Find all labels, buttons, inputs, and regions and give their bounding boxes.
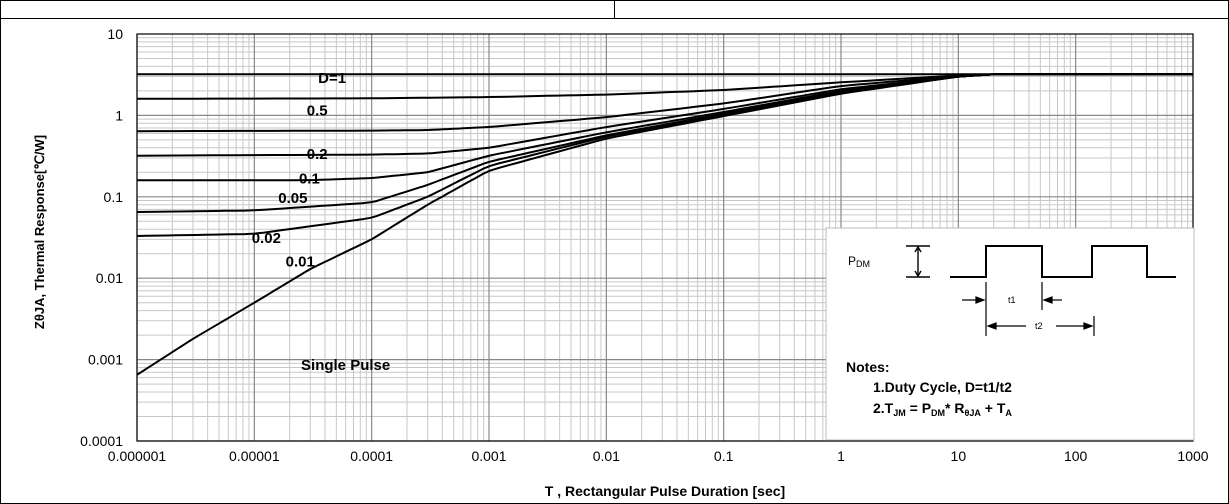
pdm-height-marker	[906, 245, 930, 278]
x-tick-label: 1	[837, 448, 845, 464]
series-label: 0.02	[252, 230, 281, 247]
note2-f: θJA	[965, 408, 982, 418]
y-tick-label: 0.0001	[80, 433, 123, 449]
note2-d: DM	[931, 408, 945, 418]
y-tick-label: 10	[107, 26, 123, 42]
series-label: 0.05	[278, 190, 307, 207]
series-labels: D=1 0.5 0.2 0.1 0.05 0.02 0.01 Single Pulse	[252, 70, 391, 374]
x-tick-label: 0.001	[471, 448, 506, 464]
x-tick-label: 0.01	[593, 448, 620, 464]
x-axis-tick-labels: 0.000001 0.00001 0.0001 0.001 0.01 0.1 1 10 100 1…	[108, 448, 1209, 464]
y-tick-label: 1	[115, 107, 123, 123]
y-tick-label: 0.001	[88, 352, 123, 368]
x-tick-label: 10	[951, 448, 967, 464]
t1-label: t1	[1008, 295, 1016, 305]
x-tick-label: 0.000001	[108, 448, 167, 464]
x-tick-label: 100	[1064, 448, 1088, 464]
series-lines	[136, 73, 1193, 376]
note2-g: + T	[981, 400, 1006, 416]
header-divider	[0, 18, 1229, 19]
x-tick-label: 0.1	[714, 448, 734, 464]
note2-b: JM	[893, 408, 906, 418]
t2-marker	[986, 316, 1095, 336]
header-cell-divider	[614, 0, 615, 18]
pulse-waveform	[950, 245, 1176, 278]
note2-h: A	[1005, 408, 1012, 418]
pdm-label: PDM	[848, 254, 870, 269]
pdm-sub: DM	[856, 259, 870, 269]
note2-e: * R	[945, 400, 964, 416]
x-tick-label: 0.0001	[350, 448, 393, 464]
x-axis-label: T , Rectangular Pulse Duration [sec]	[545, 483, 785, 499]
series-line-0-5	[136, 73, 1193, 100]
note-duty-cycle: 1.Duty Cycle, D=t1/t2	[873, 379, 1012, 395]
x-tick-label: 0.00001	[229, 448, 280, 464]
inset-background	[825, 227, 1195, 441]
note2-a: 2.T	[873, 400, 894, 416]
series-label: Single Pulse	[301, 357, 390, 374]
note-junction-temperature: 2.TJM = PDM* RθJA + TA	[873, 400, 1012, 418]
series-line-single-pulse	[136, 73, 1193, 376]
y-axis-tick-labels: 10 1 0.1 0.01 0.001 0.0001	[80, 26, 123, 449]
note2-c: = P	[906, 400, 931, 416]
y-axis-label: ZθJA, Thermal Response[℃/W]	[32, 135, 47, 329]
series-label: 0.2	[307, 146, 328, 163]
minor-gridlines	[137, 34, 1193, 441]
y-tick-label: 0.01	[96, 270, 123, 286]
y-tick-label: 0.1	[104, 189, 124, 205]
pulse-diagram-inset: PDM t1 t2 Notes: 1.Duty Cycle, D=t1/	[825, 227, 1195, 441]
t1-marker	[962, 282, 1062, 336]
series-label: 0.01	[286, 254, 315, 271]
series-label: 0.5	[307, 102, 328, 119]
series-label: 0.1	[299, 171, 320, 188]
t2-label: t2	[1035, 321, 1043, 331]
x-tick-label: 1000	[1177, 448, 1208, 464]
pdm-main: P	[848, 254, 856, 268]
series-label: D=1	[318, 70, 346, 87]
notes-title: Notes:	[846, 359, 890, 375]
